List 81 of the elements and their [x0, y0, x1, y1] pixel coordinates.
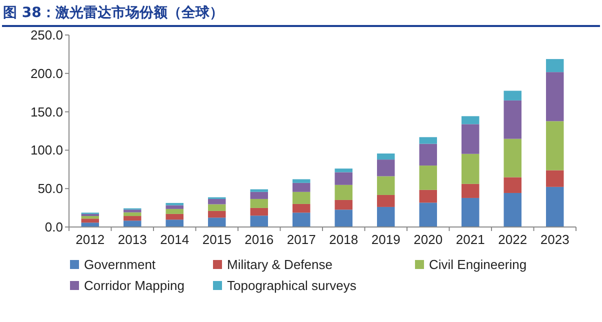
bar — [292, 179, 310, 183]
bar — [250, 216, 268, 227]
bar — [377, 194, 395, 207]
bar — [208, 204, 226, 211]
bar — [250, 208, 268, 216]
bar — [462, 116, 480, 124]
bar — [419, 137, 437, 144]
legend-label: Corridor Mapping — [84, 278, 184, 293]
x-tick-label: 2013 — [118, 232, 147, 247]
bar — [504, 177, 522, 193]
bar — [166, 202, 184, 206]
y-tick-label: 0.0 — [44, 220, 63, 234]
bar — [334, 168, 352, 172]
bar — [166, 220, 184, 227]
bar — [250, 189, 268, 192]
bar — [546, 72, 564, 122]
bar — [334, 200, 352, 210]
y-tick-label: 100.0 — [30, 142, 63, 158]
bar — [81, 214, 99, 216]
bar — [334, 172, 352, 185]
x-tick-label: 2016 — [244, 232, 274, 247]
chart-title: 图 38：激光雷达市场份额（全球） — [3, 4, 224, 21]
bar — [377, 206, 395, 227]
bar — [292, 204, 310, 213]
bar — [208, 210, 226, 218]
bar — [208, 198, 226, 204]
x-tick-label: 2020 — [414, 232, 443, 247]
bar — [250, 192, 268, 199]
bar — [419, 190, 437, 203]
legend-label: Civil Engineering — [429, 257, 527, 272]
bar — [377, 176, 395, 195]
legend-label: Military & Defense — [227, 257, 332, 272]
bar — [462, 198, 480, 227]
x-tick-label: 2021 — [456, 232, 485, 247]
legend-label: Government — [84, 257, 156, 272]
x-tick-label: 2022 — [498, 232, 528, 247]
bar — [462, 154, 480, 184]
bar — [504, 192, 522, 227]
x-tick-label: 2019 — [371, 232, 400, 247]
bar — [166, 205, 184, 209]
y-tick-label: 50.0 — [38, 181, 63, 196]
bar — [419, 202, 437, 227]
bar — [504, 100, 522, 139]
bar — [462, 184, 480, 198]
bar — [377, 154, 395, 160]
bar — [504, 138, 522, 178]
x-tick-label: 2012 — [76, 232, 105, 247]
bar — [124, 212, 142, 216]
bar — [166, 214, 184, 220]
bar — [292, 212, 310, 227]
bar — [546, 121, 564, 170]
bar — [334, 210, 352, 227]
bar — [81, 216, 99, 219]
x-tick-label: 2018 — [329, 232, 358, 247]
bar — [546, 170, 564, 187]
bar — [124, 216, 142, 221]
bar — [81, 222, 99, 227]
x-tick-label: 2017 — [286, 232, 316, 247]
bar — [292, 182, 310, 192]
bar — [334, 184, 352, 200]
bar — [81, 218, 99, 223]
y-tick-label: 150.0 — [30, 104, 63, 120]
bar — [419, 144, 437, 166]
x-tick-label: 2023 — [540, 232, 570, 247]
bar — [124, 210, 142, 212]
bar — [546, 186, 564, 227]
x-tick-label: 2015 — [202, 232, 232, 247]
bar — [504, 90, 522, 100]
bar — [462, 124, 480, 154]
legend-label: Topographical surveys — [227, 278, 357, 293]
bar — [419, 166, 437, 190]
bar — [166, 208, 184, 214]
bar — [208, 218, 226, 227]
y-tick-label: 250.0 — [30, 28, 63, 42]
bar — [250, 198, 268, 208]
bar — [377, 160, 395, 176]
bar — [124, 220, 142, 227]
bar — [546, 59, 564, 72]
bar — [292, 192, 310, 204]
x-tick-label: 2014 — [160, 232, 190, 247]
y-tick-label: 200.0 — [30, 66, 63, 81]
